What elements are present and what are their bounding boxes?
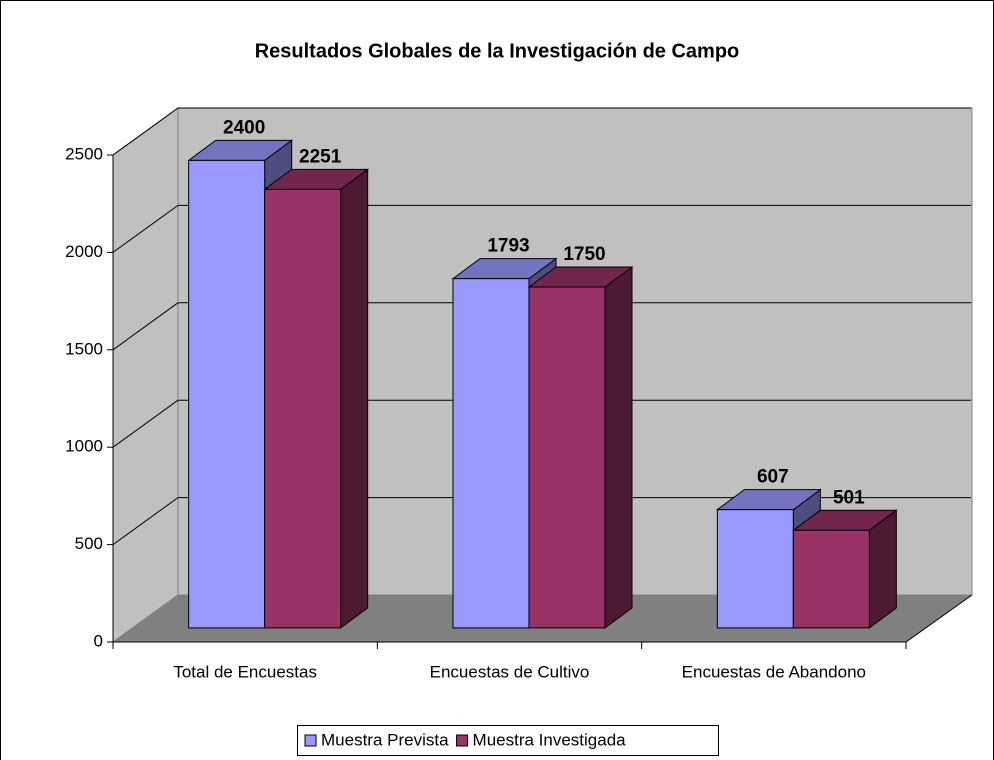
grid-line xyxy=(112,107,179,156)
bar xyxy=(792,529,870,629)
legend-label: Muestra Prevista xyxy=(321,730,449,749)
data-label: 2251 xyxy=(299,146,342,167)
y-tick-label: 2000 xyxy=(65,242,103,261)
bar xyxy=(528,286,606,629)
y-tick-label: 2500 xyxy=(65,144,103,163)
data-label: 2400 xyxy=(223,117,265,138)
bar-side xyxy=(340,168,369,629)
legend-label: Muestra Investigada xyxy=(473,730,627,749)
bar-side xyxy=(604,266,633,629)
bar xyxy=(188,159,266,629)
chart-title: Resultados Globales de la Investigación … xyxy=(255,40,740,62)
data-label: 1793 xyxy=(487,236,529,257)
data-label: 1750 xyxy=(563,244,605,265)
x-tick-label: Encuestas de Cultivo xyxy=(430,662,590,681)
y-tick-label: 1000 xyxy=(65,437,103,456)
bar-side xyxy=(868,509,897,629)
bar xyxy=(452,278,530,629)
y-tick-label: 500 xyxy=(75,534,103,553)
grid-line xyxy=(112,399,179,448)
x-tick-label: Total de Encuestas xyxy=(173,662,317,681)
y-tick-label: 0 xyxy=(94,631,103,650)
data-label: 501 xyxy=(833,487,865,508)
bar xyxy=(264,188,342,629)
bar xyxy=(716,509,794,629)
legend xyxy=(297,725,719,756)
side-wall xyxy=(112,107,179,643)
y-tick-label: 1500 xyxy=(65,339,103,358)
legend-swatch xyxy=(304,734,317,747)
floor-edge xyxy=(905,594,973,643)
x-tick-label: Encuestas de Abandono xyxy=(682,662,866,681)
grid-line xyxy=(112,204,179,253)
data-label: 607 xyxy=(757,467,789,488)
grid-line xyxy=(112,497,179,546)
legend-swatch xyxy=(456,734,469,747)
grid-line xyxy=(112,302,179,351)
